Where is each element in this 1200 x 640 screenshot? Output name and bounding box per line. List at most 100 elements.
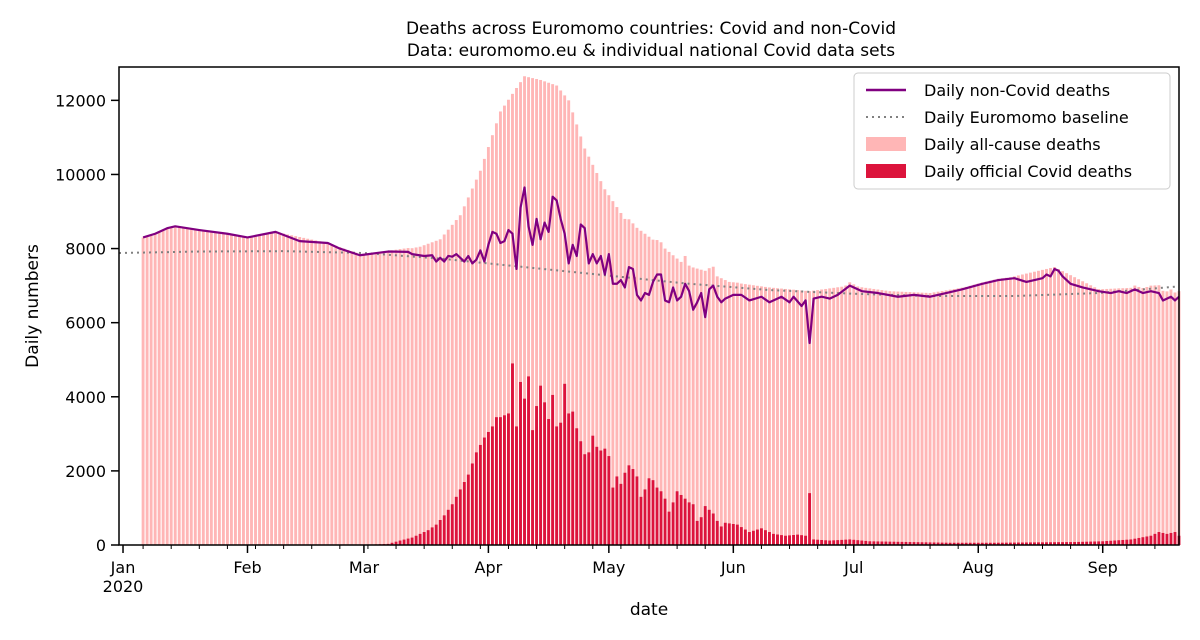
covid-bar bbox=[555, 426, 559, 545]
covid-bar bbox=[703, 506, 707, 545]
covid-bar bbox=[924, 542, 928, 545]
x-tick-label: Jan bbox=[110, 558, 136, 577]
covid-bar bbox=[884, 541, 888, 545]
all-cause-bar bbox=[551, 84, 555, 545]
covid-bar bbox=[619, 483, 623, 545]
all-cause-bar bbox=[675, 258, 679, 545]
covid-bar bbox=[511, 363, 514, 545]
covid-bar bbox=[860, 540, 864, 545]
covid-bar bbox=[587, 452, 591, 545]
covid-bar bbox=[563, 383, 567, 545]
all-cause-bar bbox=[992, 279, 996, 545]
all-cause-bar bbox=[1073, 277, 1077, 545]
all-cause-bar bbox=[683, 255, 687, 546]
all-cause-bar bbox=[370, 253, 374, 545]
covid-bar bbox=[804, 535, 808, 545]
x-axis-label: date bbox=[630, 600, 668, 620]
all-cause-bar bbox=[924, 292, 928, 545]
all-cause-bar bbox=[627, 219, 631, 546]
all-cause-bar bbox=[595, 172, 599, 546]
covid-bar bbox=[1077, 541, 1081, 545]
all-cause-bar bbox=[751, 285, 755, 545]
all-cause-bar bbox=[948, 289, 952, 545]
covid-bar bbox=[972, 542, 976, 545]
all-cause-bar bbox=[410, 248, 414, 545]
covid-bar bbox=[498, 417, 502, 545]
all-cause-bar bbox=[832, 287, 836, 545]
all-cause-bar bbox=[362, 253, 366, 545]
all-cause-bar bbox=[1008, 277, 1012, 545]
covid-bar bbox=[671, 502, 675, 545]
covid-bar bbox=[527, 376, 530, 545]
all-cause-bar bbox=[193, 229, 197, 546]
all-cause-bar bbox=[402, 248, 406, 545]
covid-bar bbox=[956, 542, 960, 545]
covid-bar bbox=[639, 496, 643, 545]
covid-bar bbox=[856, 540, 860, 545]
covid-bar bbox=[507, 413, 510, 545]
all-cause-bar bbox=[844, 285, 848, 545]
legend-label-baseline: Daily Euromomo baseline bbox=[924, 108, 1129, 127]
all-cause-bar bbox=[960, 287, 964, 545]
covid-bar bbox=[663, 498, 667, 545]
all-cause-bar bbox=[358, 254, 362, 545]
all-cause-bar bbox=[1133, 285, 1137, 545]
all-cause-bar bbox=[607, 195, 611, 545]
all-cause-bar bbox=[699, 269, 703, 545]
all-cause-bar bbox=[663, 248, 667, 545]
all-cause-bar bbox=[603, 189, 607, 545]
x-tick-label: Sep bbox=[1088, 558, 1118, 577]
y-tick-label: 4000 bbox=[65, 388, 106, 407]
all-cause-bar bbox=[759, 286, 763, 545]
covid-bar bbox=[904, 541, 908, 545]
covid-bar bbox=[1024, 542, 1028, 545]
covid-bar bbox=[571, 411, 575, 545]
all-cause-bar bbox=[1065, 273, 1069, 545]
covid-bar bbox=[1121, 539, 1125, 545]
x-tick-sublabel: 2020 bbox=[103, 577, 144, 596]
covid-bar bbox=[390, 542, 394, 545]
covid-bar bbox=[466, 474, 470, 545]
all-cause-bar bbox=[1165, 291, 1169, 545]
all-cause-bar bbox=[1113, 288, 1117, 545]
covid-bar bbox=[603, 448, 607, 545]
all-cause-bar bbox=[474, 179, 478, 545]
all-cause-bar bbox=[864, 287, 868, 545]
all-cause-bar bbox=[567, 100, 571, 545]
covid-bar bbox=[719, 526, 723, 545]
covid-bar bbox=[776, 534, 779, 545]
all-cause-bar bbox=[458, 215, 462, 545]
all-cause-bar bbox=[258, 235, 261, 545]
all-cause-bar bbox=[430, 242, 434, 545]
all-cause-bar bbox=[1173, 292, 1177, 545]
covid-bar bbox=[723, 522, 727, 545]
all-cause-bar bbox=[1169, 289, 1173, 545]
covid-bar bbox=[490, 426, 494, 545]
covid-bar bbox=[988, 542, 992, 545]
covid-bar bbox=[1149, 535, 1153, 545]
all-cause-bar bbox=[671, 255, 675, 546]
all-cause-bar bbox=[1125, 288, 1129, 545]
covid-bar bbox=[711, 513, 715, 545]
covid-bar bbox=[1016, 542, 1020, 545]
all-cause-bar bbox=[246, 237, 249, 545]
y-tick-label: 6000 bbox=[65, 314, 106, 333]
all-cause-bar bbox=[575, 124, 579, 546]
covid-bar bbox=[474, 452, 478, 545]
covid-bar bbox=[892, 541, 896, 545]
covid-bar bbox=[1141, 537, 1145, 545]
covid-bar bbox=[872, 541, 876, 545]
covid-bar bbox=[535, 406, 539, 545]
all-cause-bar bbox=[442, 234, 446, 546]
all-cause-bar bbox=[916, 292, 920, 545]
covid-bar bbox=[454, 496, 458, 545]
covid-bar bbox=[675, 491, 679, 545]
covid-bar bbox=[763, 530, 767, 545]
all-cause-bar bbox=[290, 235, 294, 545]
all-cause-bar bbox=[454, 220, 458, 545]
y-tick-label: 8000 bbox=[65, 240, 106, 259]
all-cause-bar bbox=[611, 201, 615, 545]
all-cause-bar bbox=[149, 234, 153, 546]
all-cause-bar bbox=[1093, 287, 1097, 545]
all-cause-bar bbox=[531, 78, 535, 546]
